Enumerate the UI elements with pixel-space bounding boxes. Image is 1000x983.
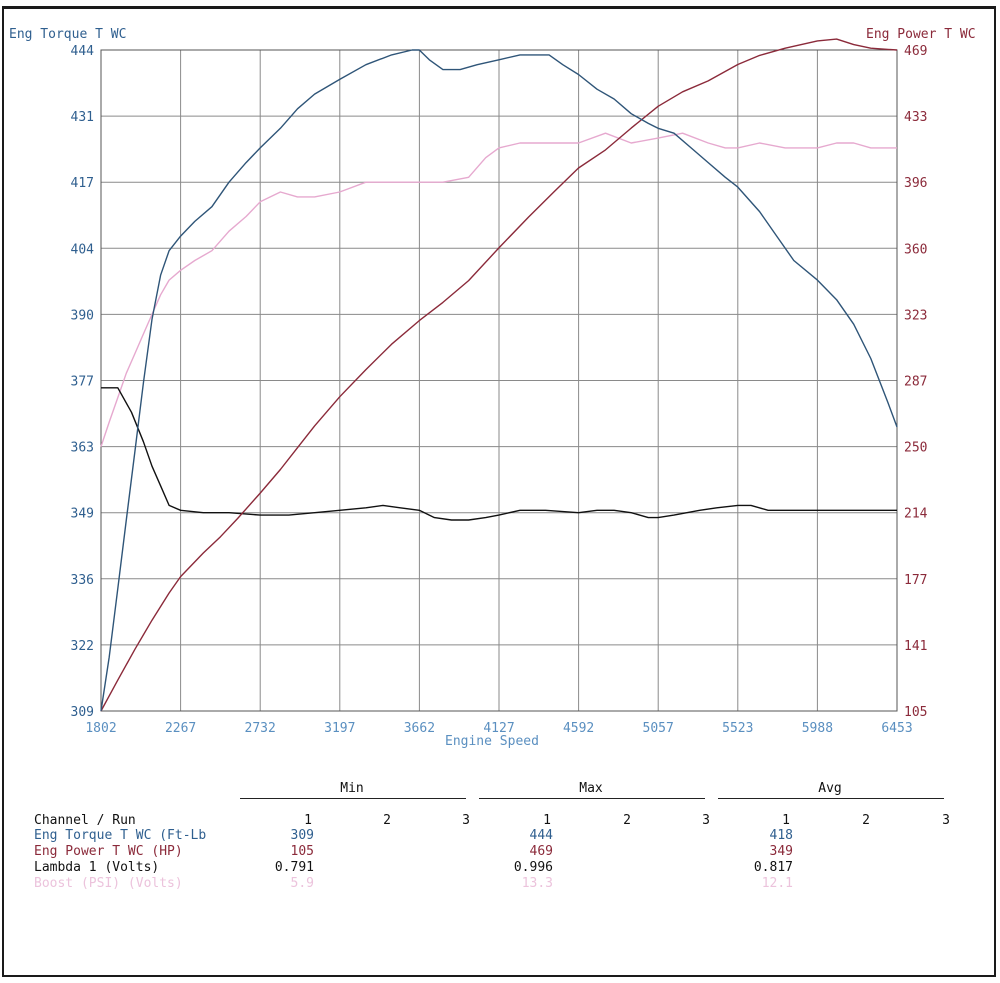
right-tick-label: 105 — [904, 705, 927, 720]
min-value: 105 — [290, 844, 314, 859]
group-underline — [240, 798, 466, 799]
x-tick-label: 2732 — [245, 721, 276, 736]
channel-run-header: Channel / Run — [34, 813, 136, 828]
min-value: 0.791 — [274, 860, 314, 875]
group-underline — [479, 798, 705, 799]
power-line — [100, 38, 898, 712]
max-value: 469 — [529, 844, 553, 859]
x-tick-label: 5057 — [643, 721, 674, 736]
right-tick-label: 469 — [904, 44, 927, 59]
right-tick-label: 287 — [904, 375, 927, 390]
run-number: 1 — [782, 813, 790, 828]
x-tick-label: 4592 — [563, 721, 594, 736]
right-tick-label: 396 — [904, 176, 927, 191]
plot-border — [100, 49, 898, 712]
max-value: 13.3 — [521, 876, 553, 891]
left-tick-label: 349 — [71, 507, 94, 522]
left-tick-label: 309 — [71, 705, 94, 720]
x-tick-labels: 1802 2267 2732 3197 3662 4127 4592 5057 5523 5988… — [85, 721, 912, 736]
series-lines — [100, 38, 898, 712]
run-number: 3 — [942, 813, 950, 828]
max-value: 0.996 — [513, 860, 553, 875]
right-tick-label: 323 — [904, 308, 927, 323]
left-tick-label: 390 — [71, 308, 94, 323]
channel-label: Eng Torque T WC (Ft-Lb — [34, 828, 207, 843]
group-header-max: Max — [579, 781, 603, 796]
group-underline — [718, 798, 944, 799]
x-tick-label: 1802 — [85, 721, 116, 736]
dyno-sheet-frame — [2, 6, 996, 977]
avg-value: 418 — [769, 828, 793, 843]
left-tick-label: 363 — [71, 441, 94, 456]
run-number: 3 — [702, 813, 710, 828]
right-tick-label: 214 — [904, 507, 928, 522]
run-number: 2 — [862, 813, 870, 828]
left-tick-labels: 309 322 336 349 363 377 390 404 417 431 444 — [71, 44, 95, 720]
right-tick-label: 250 — [904, 441, 927, 456]
chart-grid — [100, 49, 898, 712]
x-tick-label: 4127 — [483, 721, 514, 736]
right-tick-labels: 105 141 177 214 250 287 323 360 396 433 469 — [904, 44, 928, 720]
x-tick-label: 5988 — [802, 721, 833, 736]
x-tick-label: 6453 — [881, 721, 912, 736]
left-tick-label: 404 — [71, 242, 95, 257]
group-header-avg: Avg — [818, 781, 842, 796]
run-number: 1 — [304, 813, 312, 828]
x-tick-label: 2267 — [165, 721, 196, 736]
right-axis-title: Eng Power T WC — [866, 27, 976, 42]
x-tick-label: 5523 — [722, 721, 753, 736]
left-axis-title: Eng Torque T WC — [9, 27, 127, 42]
x-tick-label: 3197 — [324, 721, 355, 736]
min-value: 5.9 — [290, 876, 314, 891]
left-tick-label: 322 — [71, 639, 94, 654]
run-number: 2 — [383, 813, 391, 828]
run-number: 3 — [462, 813, 470, 828]
max-value: 444 — [529, 828, 553, 843]
right-tick-label: 141 — [904, 639, 927, 654]
left-tick-label: 417 — [71, 176, 94, 191]
channel-label: Eng Power T WC (HP) — [34, 844, 183, 859]
x-tick-label: 3662 — [404, 721, 435, 736]
min-value: 309 — [290, 828, 314, 843]
right-tick-label: 433 — [904, 110, 927, 125]
channel-label: Boost (PSI) (Volts) — [34, 876, 183, 891]
lambda-line — [101, 387, 897, 521]
avg-value: 0.817 — [753, 860, 793, 875]
left-tick-label: 444 — [71, 44, 95, 59]
left-tick-label: 377 — [71, 375, 94, 390]
avg-value: 12.1 — [761, 876, 793, 891]
right-tick-label: 177 — [904, 573, 927, 588]
dyno-chart: 1802 2267 2732 3197 3662 4127 4592 5057 5523 5988… — [71, 38, 928, 736]
left-tick-label: 336 — [71, 573, 94, 588]
torque-line — [100, 49, 898, 712]
group-header-min: Min — [340, 781, 364, 796]
right-tick-label: 360 — [904, 242, 927, 257]
avg-value: 349 — [769, 844, 793, 859]
x-axis-title: Engine Speed — [445, 734, 539, 749]
run-number: 1 — [543, 813, 551, 828]
channel-label: Lambda 1 (Volts) — [34, 860, 160, 875]
boost-line — [100, 132, 897, 447]
run-number: 2 — [623, 813, 631, 828]
left-tick-label: 431 — [71, 110, 94, 125]
